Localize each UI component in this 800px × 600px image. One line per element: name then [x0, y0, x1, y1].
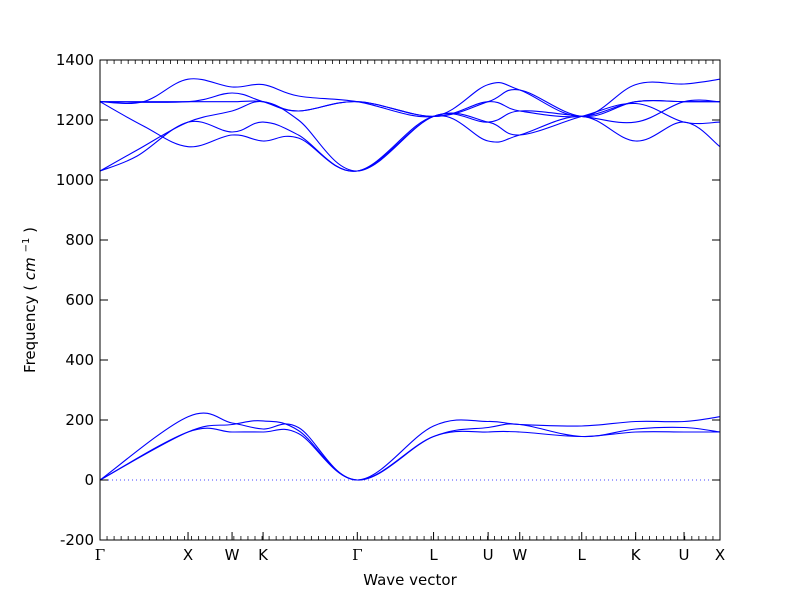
band-line-5 [99, 102, 721, 172]
y-axis-label-text: Frequency [21, 295, 39, 373]
series-layer [99, 78, 721, 481]
y-tick-label: 600 [65, 291, 94, 309]
band-line-3 [99, 78, 721, 118]
y-tick-label: 1200 [56, 111, 94, 129]
y-tick-label: -200 [60, 531, 94, 549]
x-tick-label: Γ [95, 546, 105, 564]
x-tick-label: W [225, 546, 240, 564]
x-tick-label: L [578, 546, 587, 564]
x-tick-label: X [715, 546, 725, 564]
band-line-7 [99, 412, 721, 481]
band-line-6 [99, 101, 721, 172]
y-ticks: -200 0 200 400 600 800 1000 1200 1400 [56, 51, 720, 549]
band-line-2 [100, 99, 720, 118]
x-tick-label: L [429, 546, 438, 564]
y-tick-label: 400 [65, 351, 94, 369]
y-tick-label: 800 [65, 231, 94, 249]
x-tick-label: Γ [352, 546, 362, 564]
y-axis-label-open: ( [21, 285, 39, 291]
plot-frame [99, 59, 721, 541]
x-tick-label: K [258, 546, 269, 564]
x-tick-label: W [512, 546, 527, 564]
y-axis-label-unit: cm [21, 257, 39, 280]
band-line-9 [99, 427, 720, 481]
y-tick-label: 1400 [56, 51, 94, 69]
x-tick-label: K [631, 546, 642, 564]
x-tick-label: U [483, 546, 494, 564]
x-tick-label: X [183, 546, 193, 564]
y-axis-label: Frequency ( cm −1 ) [15, 227, 39, 373]
y-tick-label: 1000 [56, 171, 94, 189]
band-line-4 [99, 99, 721, 172]
y-tick-label: 200 [65, 411, 94, 429]
y-axis-label-close: ) [21, 227, 39, 233]
x-axis-label: Wave vector [363, 571, 457, 589]
y-axis-label-exp: −1 [21, 238, 32, 253]
x-tick-label: U [679, 546, 690, 564]
y-tick-label: 0 [84, 471, 94, 489]
